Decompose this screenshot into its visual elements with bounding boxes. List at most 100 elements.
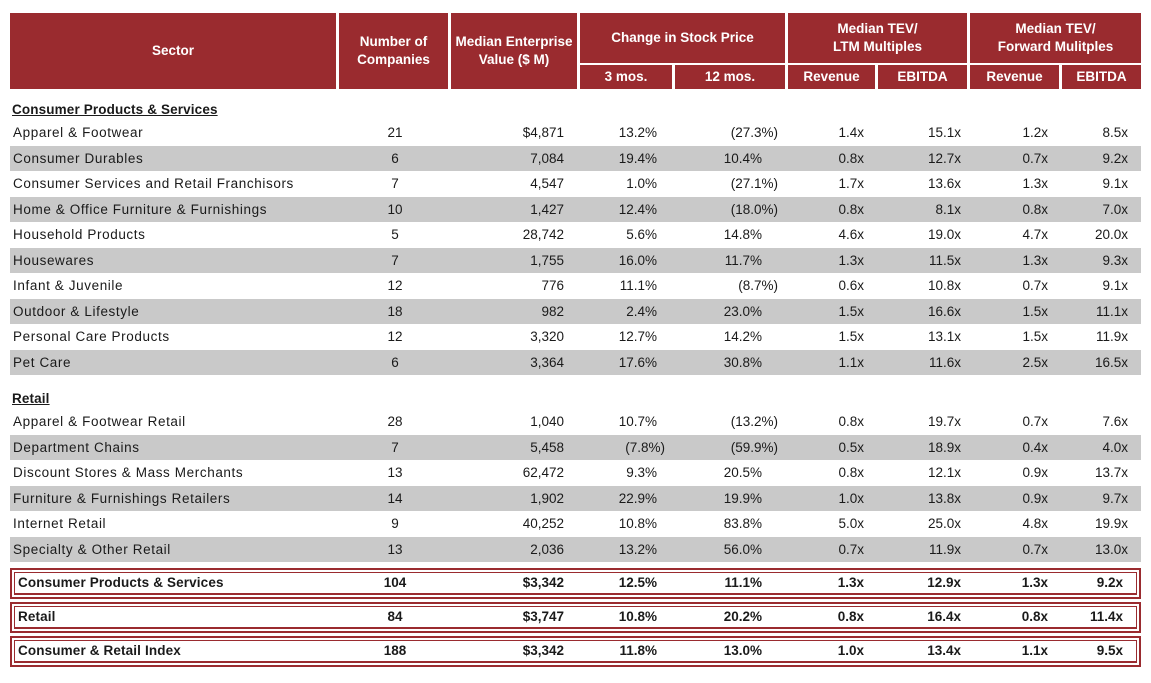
value-cell: 776 <box>541 278 564 293</box>
table-row: Housewares 7 1,755 16.0% 11.7% 1.3x 11.5x 1.3x 9… <box>10 247 1141 273</box>
value-cell: 8.5x <box>1102 125 1128 140</box>
subheader-fwd-revenue: Revenue <box>970 65 1059 89</box>
value-cell: 5 <box>391 227 399 242</box>
value-cell: (59.9%) <box>730 439 778 455</box>
table-row: Personal Care Products 12 3,320 12.7% 14.2% 1… <box>10 324 1141 350</box>
sector-cell: Consumer Durables <box>13 150 144 166</box>
value-cell: 10.8% <box>618 516 657 531</box>
value-cell: 1.1x <box>838 354 864 370</box>
value-cell: 0.7x <box>1022 150 1048 166</box>
value-cell: 20.2% <box>723 609 762 625</box>
sector-cell: Housewares <box>13 252 95 268</box>
value-cell: 10.8% <box>618 609 657 625</box>
value-cell: 1.1x <box>1021 643 1048 659</box>
value-cell: 13.7x <box>1094 465 1128 480</box>
sector-cell: Specialty & Other Retail <box>13 541 171 557</box>
value-cell: 2.4% <box>626 303 657 319</box>
section-header: Consumer Products & Services <box>12 101 218 117</box>
value-cell: 19.9x <box>1094 516 1128 531</box>
value-cell: 13.6x <box>927 176 961 191</box>
value-cell: 10.8x <box>927 278 961 293</box>
value-cell: 1.3x <box>838 252 864 268</box>
value-cell: 9.3% <box>626 465 657 480</box>
value-cell: 19.7x <box>927 414 961 429</box>
value-cell: 0.6x <box>838 278 864 293</box>
value-cell: 9.3x <box>1102 252 1128 268</box>
subheader-12-mos: 12 mos. <box>675 65 785 89</box>
value-cell: 0.8x <box>838 150 864 166</box>
value-cell: 28 <box>387 414 403 429</box>
group-header-median-tev-forward: Median TEV/ Forward Mulitples <box>970 13 1141 63</box>
value-cell: 40,252 <box>522 516 564 531</box>
value-cell: 1,755 <box>530 252 564 268</box>
value-cell: 84 <box>387 609 403 625</box>
value-cell: 1,040 <box>530 414 564 429</box>
value-cell: 25.0x <box>927 516 961 531</box>
table-row: Apparel & Footwear Retail 28 1,040 10.7% (13… <box>10 409 1141 435</box>
summary-row: Consumer Products & Services 104 $3,342 12.… <box>15 573 1136 593</box>
value-cell: (27.3%) <box>730 125 778 140</box>
value-cell: 0.8x <box>1021 609 1048 625</box>
value-cell: 9.1x <box>1102 278 1128 293</box>
value-cell: 16.4x <box>927 609 961 625</box>
value-cell: 0.8x <box>838 465 864 480</box>
value-cell: 83.8% <box>723 516 762 531</box>
value-cell: 3,364 <box>530 354 564 370</box>
value-cell: 12.7% <box>618 329 657 344</box>
value-cell: 11.5x <box>928 252 961 268</box>
value-cell: 16.5x <box>1094 354 1128 370</box>
value-cell: 13.0x <box>1094 541 1128 557</box>
value-cell: 10 <box>387 201 403 217</box>
value-cell: 2.5x <box>1022 354 1048 370</box>
value-cell: 5,458 <box>530 439 564 455</box>
value-cell: 13.1x <box>927 329 961 344</box>
value-cell: 188 <box>383 643 407 659</box>
summary-box-inner: Consumer & Retail Index 188 $3,342 11.8% 13.… <box>14 640 1137 663</box>
value-cell: 0.9x <box>1022 465 1048 480</box>
value-cell: 1.4x <box>838 125 864 140</box>
value-cell: 3,320 <box>530 329 564 344</box>
value-cell: 1.7x <box>838 176 864 191</box>
table-row: Outdoor & Lifestyle 18 982 2.4% 23.0% 1.5x 16.… <box>10 298 1141 324</box>
value-cell: 8.1x <box>935 201 961 217</box>
value-cell: 12.4% <box>618 201 657 217</box>
value-cell: (7.8%) <box>625 439 665 455</box>
sector-cell: Apparel & Footwear Retail <box>13 414 186 429</box>
value-cell: 11.1% <box>619 278 657 293</box>
table-row: Internet Retail 9 40,252 10.8% 83.8% 5.0x 25.0… <box>10 511 1141 537</box>
table-row: Consumer Services and Retail Franchisors… <box>10 171 1141 197</box>
value-cell: 11.6x <box>928 354 961 370</box>
table-row: Pet Care 6 3,364 17.6% 30.8% 1.1x 11.6x 2.5x 16.… <box>10 349 1141 375</box>
table-row: Consumer Durables 6 7,084 19.4% 10.4% 0.8x 12.… <box>10 145 1141 171</box>
summary-row: Consumer & Retail Index 188 $3,342 11.8% 13.… <box>15 641 1136 661</box>
value-cell: 13.0% <box>723 643 762 659</box>
value-cell: (18.0%) <box>730 201 778 217</box>
value-cell: 13 <box>387 465 403 480</box>
table-row: Apparel & Footwear 21 $4,871 13.2% (27.3%) 1.… <box>10 120 1141 146</box>
value-cell: 10.4% <box>723 150 762 166</box>
value-cell: 0.7x <box>1022 278 1048 293</box>
sector-cell: Pet Care <box>13 354 72 370</box>
summary-box: Consumer & Retail Index 188 $3,342 11.8% 13.… <box>10 636 1141 667</box>
value-cell: 13.2% <box>618 125 657 140</box>
value-cell: 7 <box>391 176 399 191</box>
table-row: Discount Stores & Mass Merchants 13 62,472… <box>10 460 1141 486</box>
value-cell: 1.0% <box>626 176 657 191</box>
table-body: Consumer Products & Services Apparel & Fo… <box>10 98 1141 562</box>
value-cell: 20.0x <box>1094 227 1128 242</box>
summary-box: Retail 84 $3,747 10.8% 20.2% 0.8x 16.4x 0.8x 11.… <box>10 602 1141 633</box>
sector-cell: Consumer Products & Services <box>18 575 224 591</box>
value-cell: (27.1%) <box>730 176 778 191</box>
value-cell: 16.6x <box>927 303 961 319</box>
value-cell: 0.5x <box>838 439 864 455</box>
value-cell: $4,871 <box>522 125 564 140</box>
sector-cell: Outdoor & Lifestyle <box>13 303 140 319</box>
value-cell: (13.2%) <box>730 414 778 429</box>
value-cell: 22.9% <box>618 490 657 506</box>
value-cell: 0.8x <box>838 414 864 429</box>
value-cell: 1.5x <box>838 303 864 319</box>
subheader-fwd-ebitda: EBITDA <box>1062 65 1141 89</box>
value-cell: 1.5x <box>838 329 864 344</box>
sector-cell: Furniture & Furnishings Retailers <box>13 490 231 506</box>
subheader-ltm-ebitda: EBITDA <box>878 65 967 89</box>
